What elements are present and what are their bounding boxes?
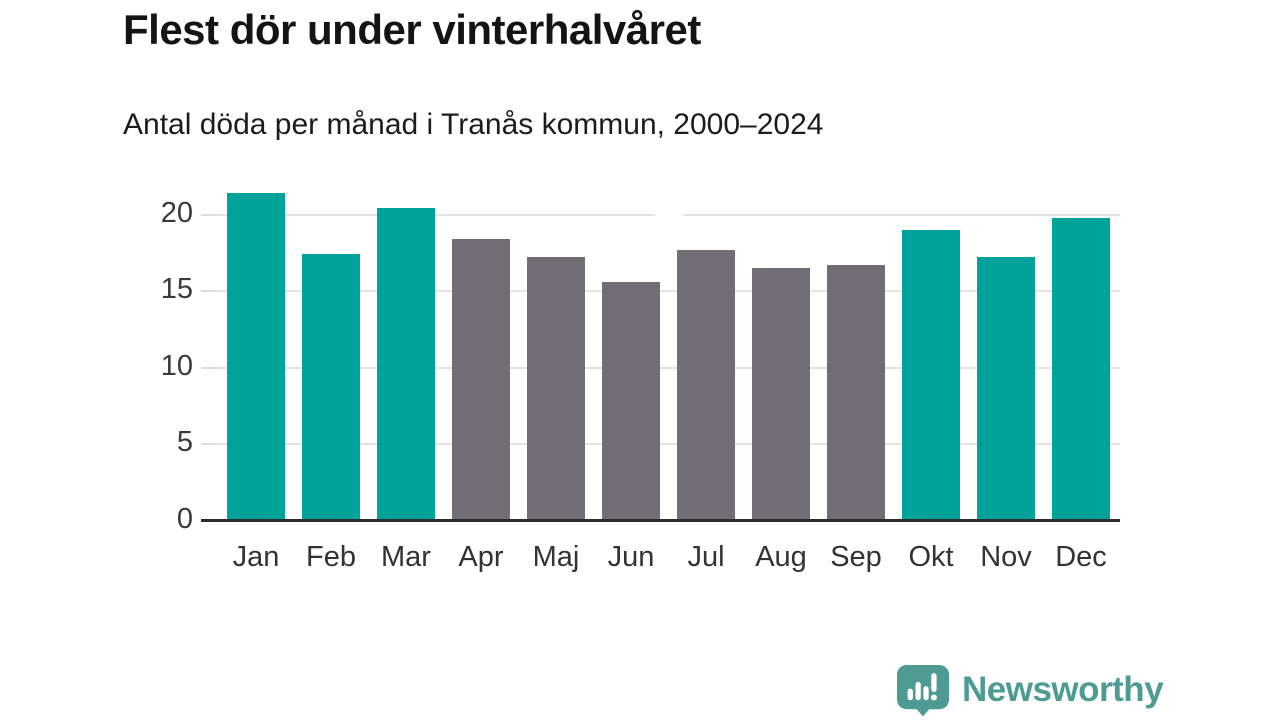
bar-aug — [752, 268, 810, 521]
bar-nov — [977, 257, 1035, 521]
x-axis-label-apr: Apr — [458, 541, 504, 573]
brand-wordmark: Newsworthy — [962, 669, 1164, 709]
bar-apr — [452, 239, 510, 521]
gridline-15 — [205, 290, 1120, 293]
y-axis-label-0: 0 — [176, 503, 193, 535]
x-axis-label-nov: Nov — [980, 541, 1032, 573]
gridline-gap — [655, 212, 683, 217]
bar-jul — [677, 249, 735, 521]
y-axis-label-20: 20 — [160, 196, 193, 229]
bar-mar — [377, 208, 435, 521]
y-tickmark-5 — [201, 443, 215, 446]
y-axis-label-5: 5 — [176, 426, 193, 459]
newsworthy-speech-bubble-chart-icon — [896, 664, 950, 720]
chart-subtitle: Antal döda per månad i Tranås kommun, 20… — [123, 108, 824, 141]
bar-maj — [527, 257, 585, 521]
bar-jun — [602, 281, 660, 521]
x-axis-label-dec: Dec — [1055, 541, 1107, 573]
bar-chart: 0 5 10 15 20 Jan Feb Mar Apr Maj Jun Jul Aug Sep Okt No… — [161, 190, 1120, 572]
x-axis-label-mar: Mar — [381, 541, 431, 573]
x-axis-label-okt: Okt — [908, 541, 954, 573]
bar-jan — [227, 193, 285, 521]
bar-sep — [827, 265, 885, 521]
y-tickmark-10 — [201, 366, 215, 369]
gridline-10 — [205, 366, 1120, 369]
x-axis-label-sep: Sep — [830, 541, 882, 573]
x-axis-label-feb: Feb — [306, 541, 356, 573]
x-axis-label-jun: Jun — [607, 541, 655, 573]
x-axis-label-jan: Jan — [232, 541, 280, 573]
y-tickmark-15 — [201, 290, 215, 293]
chart-title: Flest dör under vinterhalvåret — [123, 6, 701, 53]
x-axis-label-maj: Maj — [532, 541, 580, 573]
x-axis-label-jul: Jul — [687, 541, 725, 573]
bar-feb — [302, 254, 360, 521]
brand-logo: Newsworthy — [896, 664, 1164, 720]
x-axis-line — [201, 519, 1120, 522]
bar-dec — [1052, 217, 1110, 521]
y-axis-label-15: 15 — [160, 273, 193, 306]
y-tickmark-20 — [201, 213, 215, 216]
y-axis-label-10: 10 — [160, 349, 193, 382]
x-axis-label-aug: Aug — [755, 541, 807, 573]
gridline-5 — [205, 443, 1120, 446]
bar-okt — [902, 229, 960, 521]
